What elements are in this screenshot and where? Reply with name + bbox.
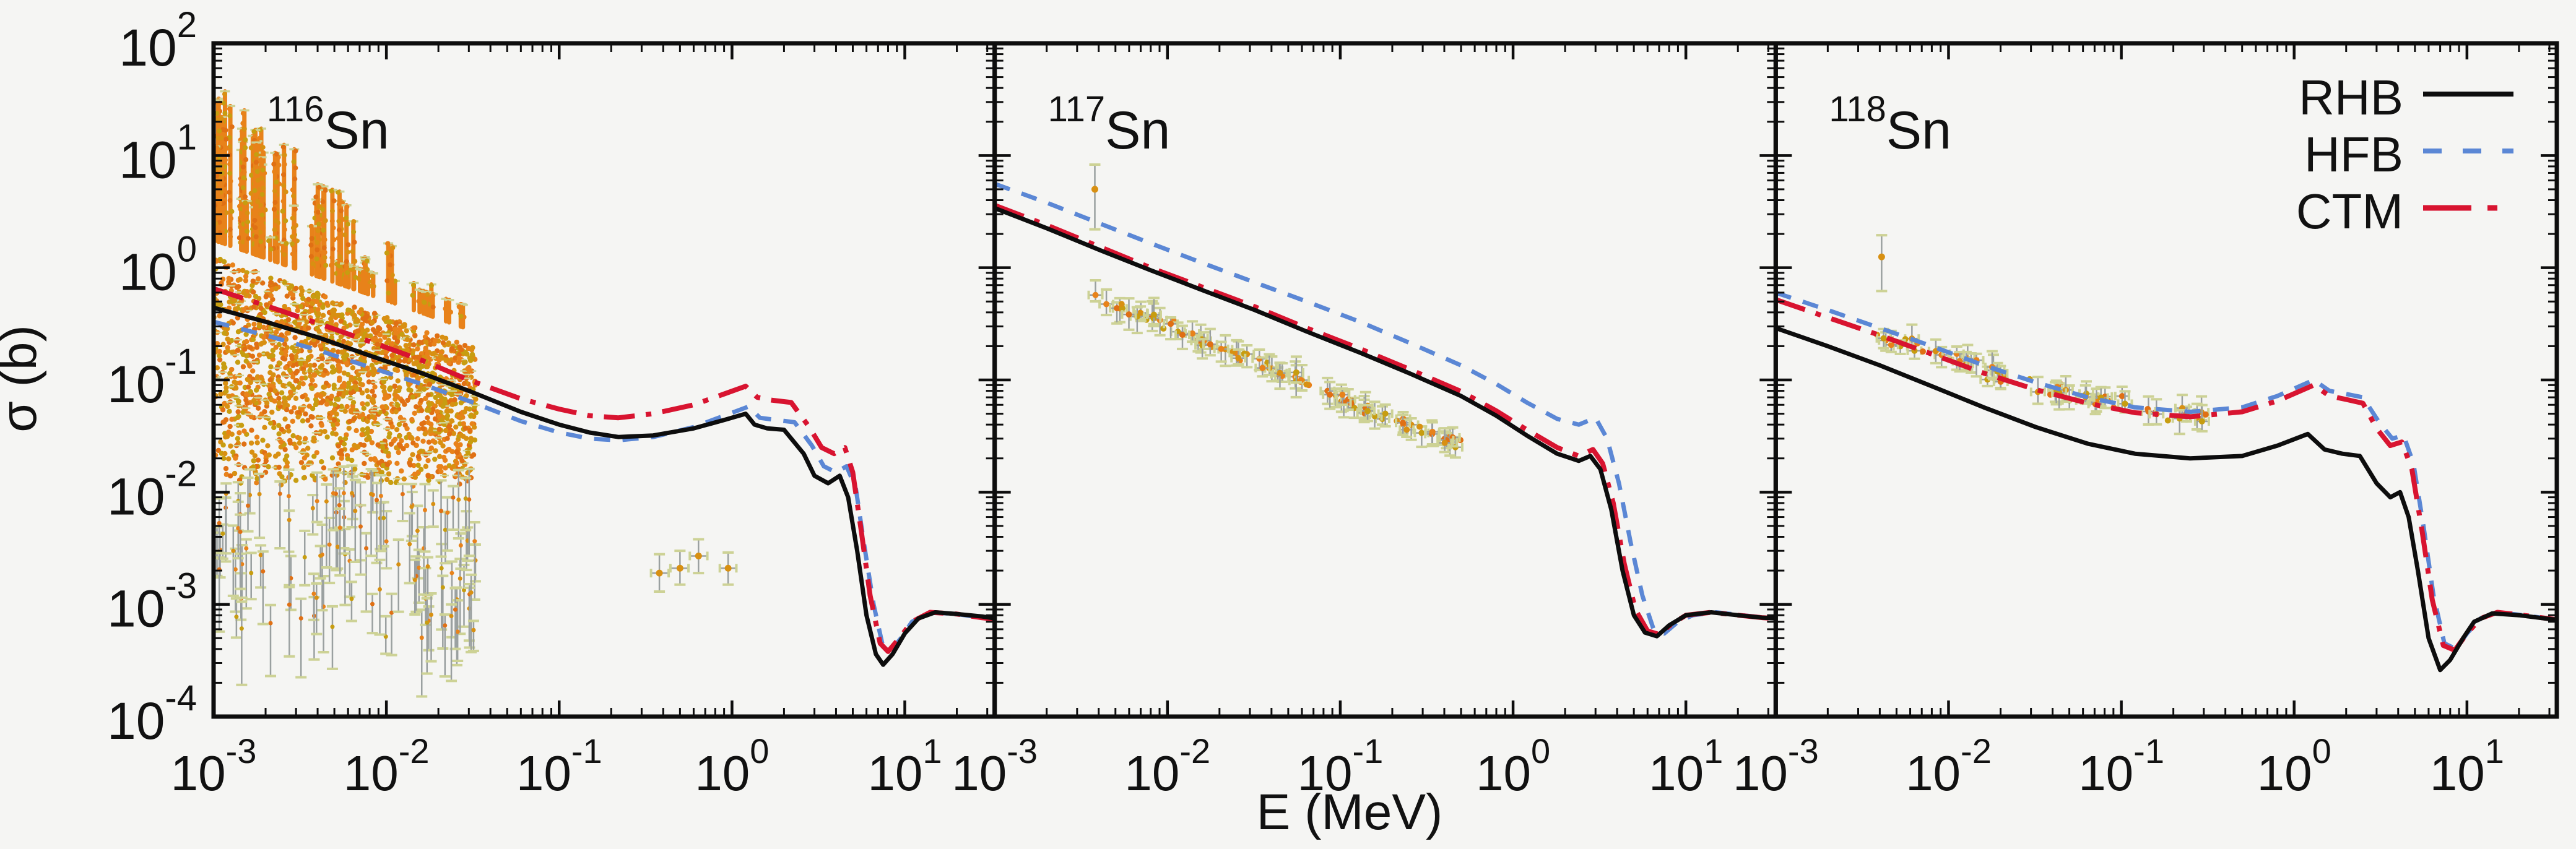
- x-tick-label: 101: [2430, 731, 2504, 801]
- x-tick-label: 10-1: [2078, 731, 2164, 801]
- isotope-label-116sn: 116Sn: [267, 89, 389, 160]
- x-tick-label: 10-2: [344, 731, 430, 801]
- isotope-label-117sn: 117Sn: [1048, 89, 1171, 160]
- legend-label-rhb: RHB: [2299, 70, 2403, 125]
- panel-118sn: [1776, 234, 2557, 673]
- panel-116sn: [214, 89, 995, 698]
- x-tick-label: 100: [2257, 731, 2331, 801]
- legend-label-hfb: HFB: [2304, 127, 2403, 182]
- panel-117sn: [994, 163, 1776, 639]
- x-tick-label: 10-1: [1298, 731, 1384, 801]
- x-tick-label: 10-2: [1124, 731, 1210, 801]
- y-tick-label: 10-3: [107, 566, 197, 638]
- y-tick-label: 10-4: [107, 678, 197, 750]
- x-tick-label: 10-3: [952, 731, 1038, 801]
- legend-entry-rhb: RHB: [2299, 70, 2513, 125]
- experimental-data-116sn: [214, 89, 738, 698]
- curve-ctm-116sn: [214, 286, 995, 654]
- y-tick-label: 102: [119, 5, 197, 77]
- x-tick-label: 10-1: [516, 731, 602, 801]
- x-tick-label: 10-3: [1733, 731, 1819, 801]
- y-tick-label: 10-2: [107, 454, 197, 525]
- x-tick-label: 10-3: [171, 731, 257, 801]
- x-tick-label: 101: [1649, 731, 1723, 801]
- curve-hfb-118sn: [1776, 290, 2557, 652]
- y-tick-label: 10-1: [107, 342, 197, 413]
- x-tick-label: 10-2: [1906, 731, 1992, 801]
- isotope-label-118sn: 118Sn: [1829, 89, 1951, 160]
- y-axis-label: σ (b): [0, 325, 47, 433]
- curve-rhb-118sn: [1776, 325, 2557, 673]
- x-axis-label: E (MeV): [1257, 784, 1443, 840]
- experimental-data-117sn: [1087, 163, 1464, 459]
- legend-label-ctm: CTM: [2296, 184, 2403, 239]
- x-tick-label: 100: [1476, 731, 1550, 801]
- curve-rhb-116sn: [214, 305, 995, 667]
- y-tick-label: 100: [119, 230, 197, 301]
- legend-entry-ctm: CTM: [2296, 184, 2513, 239]
- x-tick-label: 100: [695, 731, 769, 801]
- curve-rhb-117sn: [994, 206, 1776, 639]
- x-tick-label: 101: [867, 731, 942, 801]
- legend-entry-hfb: HFB: [2304, 127, 2513, 182]
- y-tick-label: 101: [119, 117, 197, 189]
- axes: 10-3 10-2 10-1 100 101 10-3 10-2 10-1 100 101 10-3…: [107, 5, 2559, 801]
